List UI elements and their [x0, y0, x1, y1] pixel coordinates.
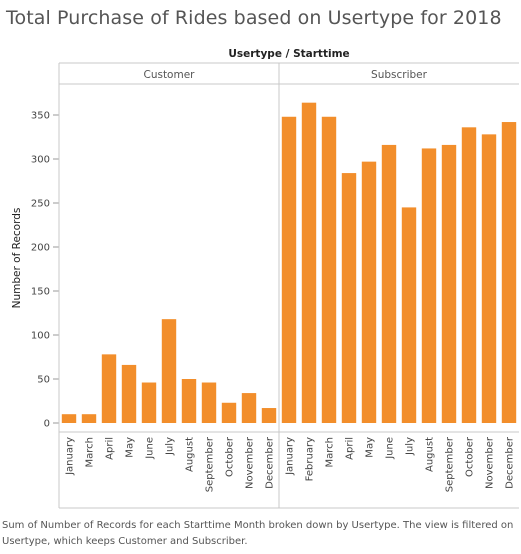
- y-tick-label: 300: [31, 155, 50, 166]
- y-tick-label: 0: [44, 419, 50, 430]
- x-tick-label: April: [105, 437, 116, 460]
- bar-subscriber-october: [461, 127, 477, 423]
- bar-subscriber-february: [301, 102, 317, 424]
- bar-customer-july: [161, 319, 177, 423]
- bar-customer-september: [201, 382, 217, 423]
- x-tick-label: December: [265, 436, 276, 489]
- x-tick-label: December: [505, 436, 516, 489]
- bar-customer-december: [261, 408, 277, 423]
- panel-header-customer: Customer: [143, 69, 195, 81]
- x-tick-label: November: [485, 436, 496, 489]
- bar-subscriber-august: [421, 148, 437, 423]
- x-tick-label: January: [285, 437, 296, 476]
- y-tick-label: 50: [37, 375, 50, 386]
- bar-customer-may: [121, 364, 137, 423]
- x-tick-label: May: [125, 437, 136, 458]
- x-tick-label: July: [405, 437, 416, 456]
- x-tick-label: June: [145, 437, 156, 460]
- bar-subscriber-july: [401, 207, 417, 423]
- bar-customer-april: [101, 354, 117, 423]
- bar-customer-january: [61, 414, 77, 423]
- x-tick-label: October: [225, 436, 236, 477]
- y-tick-label: 350: [31, 111, 50, 122]
- x-tick-label: November: [245, 436, 256, 489]
- y-axis-title: Number of Records: [11, 208, 23, 309]
- bar-subscriber-march: [321, 116, 337, 423]
- x-tick-label: January: [65, 437, 76, 476]
- x-tick-label: June: [385, 437, 396, 460]
- y-tick-label: 150: [31, 287, 50, 298]
- chart-title: Total Purchase of Rides based on Usertyp…: [6, 7, 502, 29]
- bar-chart: Usertype / Starttime Number of Records 0 50…: [11, 48, 519, 509]
- bar-subscriber-september: [441, 144, 457, 424]
- bar-subscriber-april: [341, 173, 357, 423]
- x-tick-label: July: [165, 437, 176, 456]
- x-tick-label: September: [445, 436, 456, 492]
- bar-subscriber-december: [501, 122, 517, 423]
- y-tick-label: 250: [31, 199, 50, 210]
- x-tick-label: March: [85, 437, 96, 467]
- chart-caption: Sum of Number of Records for each Startt…: [2, 520, 514, 547]
- y-tick-label: 100: [31, 331, 50, 342]
- x-tick-label: March: [325, 437, 336, 467]
- panel-header-subscriber: Subscriber: [371, 69, 428, 81]
- bar-subscriber-january: [281, 116, 297, 423]
- x-tick-label: October: [465, 436, 476, 477]
- x-tick-label: April: [345, 437, 356, 460]
- x-tick-label: February: [305, 437, 316, 481]
- x-tick-label: May: [365, 437, 376, 458]
- bar-customer-june: [141, 382, 157, 423]
- y-tick-label: 200: [31, 243, 50, 254]
- bar-customer-march: [81, 414, 97, 423]
- x-tick-label: August: [185, 437, 196, 472]
- bar-subscriber-june: [381, 144, 397, 424]
- column-field-title: Usertype / Starttime: [228, 48, 349, 60]
- bar-subscriber-may: [361, 161, 377, 423]
- bar-customer-october: [221, 402, 237, 423]
- bar-customer-august: [181, 379, 197, 423]
- x-tick-label: September: [205, 436, 216, 492]
- x-tick-label: August: [425, 437, 436, 472]
- bar-subscriber-november: [481, 134, 497, 424]
- bar-customer-november: [241, 393, 257, 423]
